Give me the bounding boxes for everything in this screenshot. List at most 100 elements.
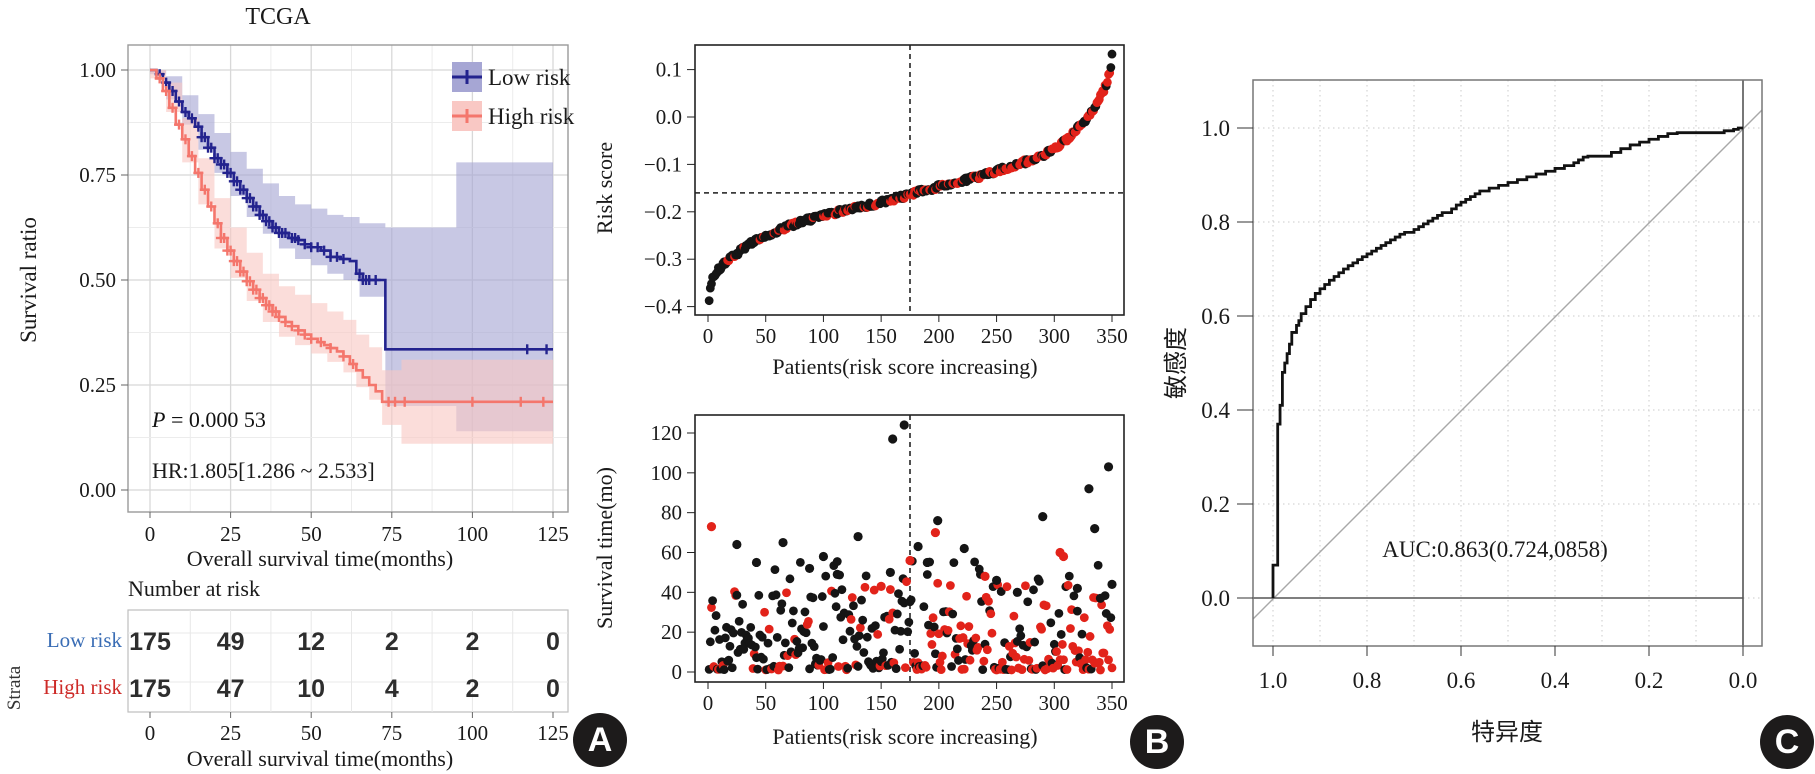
x-tick-label: 50 bbox=[301, 522, 322, 546]
panel-c-badge: C bbox=[1760, 715, 1814, 769]
at-risk-count: 4 bbox=[385, 675, 399, 703]
patient-point-outlier bbox=[899, 420, 909, 430]
patient-point bbox=[771, 590, 781, 600]
patient-point bbox=[895, 644, 905, 654]
patient-point bbox=[1074, 646, 1083, 656]
patient-point bbox=[947, 662, 956, 671]
patient-point bbox=[921, 662, 931, 672]
patient-point bbox=[727, 663, 737, 673]
patient-point-outlier bbox=[732, 539, 742, 550]
patient-point bbox=[1099, 648, 1109, 658]
at-risk-count: 175 bbox=[129, 628, 171, 656]
patient-point bbox=[904, 617, 914, 627]
outer-frame bbox=[1252, 79, 1763, 647]
patient-point bbox=[1106, 613, 1116, 623]
y-tick-label: 0.2 bbox=[1201, 492, 1230, 517]
patient-point-outlier bbox=[876, 581, 886, 591]
x-axis-title: Overall survival time(months) bbox=[187, 546, 453, 571]
patient-point bbox=[1037, 624, 1046, 634]
patient-point bbox=[772, 632, 782, 642]
legend-label: High risk bbox=[488, 104, 575, 129]
patient-point-outlier bbox=[1095, 593, 1106, 603]
at-risk-count: 2 bbox=[385, 628, 399, 656]
patient-point bbox=[928, 613, 938, 623]
patient-point bbox=[782, 588, 791, 598]
y-tick-label: 0.6 bbox=[1201, 304, 1230, 329]
plot-frame bbox=[694, 414, 1125, 683]
x-tick-label: 150 bbox=[865, 691, 897, 715]
patient-point bbox=[707, 279, 716, 289]
roc-panel: 1.0 0.8 0.6 0.4 0.2 0.0 1.0 0.8 0.6 0.4 0.2 0.0 AUC:… bbox=[1163, 79, 1763, 746]
y-tick-label: 1.00 bbox=[79, 58, 116, 82]
patient-point bbox=[746, 622, 756, 632]
y-tick-label: 0.75 bbox=[79, 163, 116, 187]
patient-point bbox=[1085, 632, 1095, 641]
risk-table-frame bbox=[127, 609, 569, 713]
patient-point bbox=[708, 596, 718, 606]
patient-point bbox=[892, 609, 902, 619]
strata-axis-title: Strata bbox=[4, 665, 25, 710]
risk-table-title: Number at risk bbox=[128, 576, 260, 601]
patient-point bbox=[846, 614, 856, 624]
patient-point bbox=[838, 635, 848, 645]
p-value: P = 0.000 53 bbox=[151, 407, 266, 432]
patient-point bbox=[965, 655, 975, 665]
y-tick-label: 0.0 bbox=[1201, 586, 1230, 611]
patient-point bbox=[894, 589, 903, 599]
patient-point bbox=[801, 628, 811, 638]
km-legend: Low risk High risk bbox=[452, 62, 575, 131]
legend-label: Low risk bbox=[488, 65, 571, 90]
patient-point bbox=[879, 648, 888, 658]
patient-point bbox=[891, 664, 901, 673]
chance-diagonal bbox=[1252, 109, 1763, 620]
patient-point bbox=[1016, 631, 1026, 641]
patient-point bbox=[1046, 618, 1056, 628]
plot-area bbox=[1253, 80, 1762, 646]
patient-point bbox=[738, 599, 748, 609]
at-risk-count: 0 bbox=[546, 675, 560, 703]
x-tick-label: 300 bbox=[1039, 691, 1071, 715]
patient-point bbox=[885, 585, 895, 594]
patient-point bbox=[757, 632, 767, 642]
patient-point bbox=[792, 637, 802, 646]
x-tick-label: 0.6 bbox=[1447, 668, 1476, 693]
y-axis-title: Survival time(mo) bbox=[592, 467, 617, 629]
patient-point bbox=[734, 616, 744, 626]
patient-point bbox=[819, 622, 828, 631]
patient-point bbox=[1094, 657, 1104, 667]
roc-curve bbox=[1271, 126, 1743, 598]
patient-point bbox=[724, 655, 734, 665]
patient-point bbox=[789, 606, 798, 616]
y-tick-label: −0.4 bbox=[644, 295, 683, 319]
x-tick-label: 200 bbox=[923, 324, 955, 348]
patient-point bbox=[1015, 624, 1025, 634]
y-tick-label: 40 bbox=[661, 580, 682, 604]
patient-point bbox=[770, 565, 780, 575]
patient-point-outlier bbox=[888, 434, 898, 444]
x-tick-label: 250 bbox=[981, 324, 1013, 348]
patient-point bbox=[956, 621, 966, 631]
patient-point bbox=[816, 655, 826, 664]
x-tick-label: 50 bbox=[755, 691, 776, 715]
patient-point bbox=[837, 585, 847, 595]
patient-point bbox=[852, 641, 862, 651]
patient-point bbox=[958, 633, 968, 642]
patient-point bbox=[906, 595, 916, 605]
patient-point bbox=[929, 622, 939, 632]
risk-score-panel: 0.1 0.0 −0.1 −0.2 −0.3 −0.4 0 50 100 150 200 250 300… bbox=[592, 44, 1128, 379]
patient-point-outlier bbox=[706, 522, 717, 532]
survival-time-panel: 0 20 40 60 80 100 120 0 50 100 150 200 250 300 350 Pati… bbox=[592, 414, 1128, 749]
patient-point bbox=[1062, 665, 1072, 674]
patient-point-outlier bbox=[1072, 583, 1082, 593]
patient-point bbox=[1083, 647, 1093, 657]
patient-point bbox=[711, 611, 721, 620]
patient-point bbox=[1072, 606, 1082, 616]
at-risk-count: 175 bbox=[129, 675, 171, 703]
hazard-ratio: HR:1.805[1.286 ~ 2.533] bbox=[152, 458, 375, 483]
risk-table-tick-label: 100 bbox=[457, 721, 489, 745]
patient-point bbox=[1081, 655, 1090, 665]
patient-point bbox=[763, 638, 773, 648]
y-tick-label: 0.1 bbox=[656, 58, 682, 82]
patient-point bbox=[1034, 576, 1044, 586]
